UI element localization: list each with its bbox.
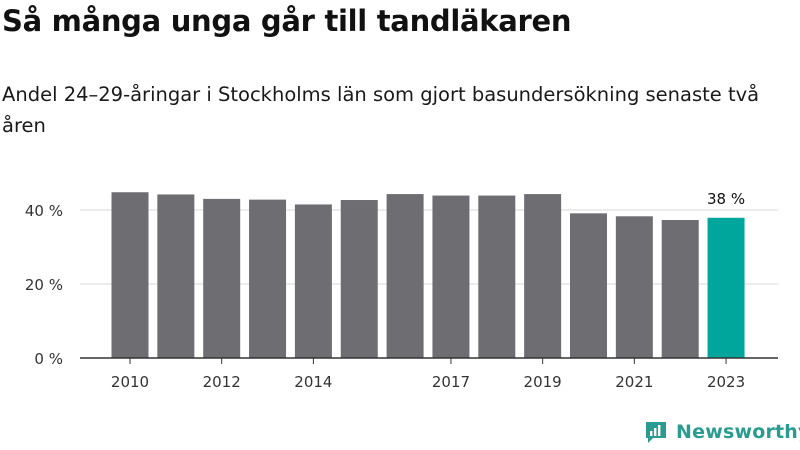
bar-2023 — [707, 217, 745, 358]
y-tick-label: 0 % — [34, 350, 63, 368]
bar-2011 — [157, 194, 195, 358]
x-axis-tick-labels: 2010 2012 2014 2017 2019 2021 2023 — [111, 358, 745, 391]
x-tick-label: 2012 — [203, 373, 241, 391]
x-tick-label: 2023 — [707, 373, 745, 391]
bar-2022 — [661, 219, 699, 358]
brand-logo: Newsworthy — [644, 420, 800, 444]
chart-subtitle: Andel 24–29-åringar i Stockholms län som… — [2, 83, 760, 137]
bars — [111, 192, 745, 358]
newsworthy-logo-icon — [646, 422, 666, 443]
annotations: 38 % — [707, 190, 745, 208]
x-tick-label: 2010 — [111, 373, 149, 391]
brand-name: Newsworthy — [676, 421, 800, 443]
x-tick-label: 2021 — [615, 373, 653, 391]
bar-2012 — [203, 198, 241, 358]
y-tick-label: 40 % — [25, 202, 63, 220]
gridlines — [80, 209, 778, 285]
bar-2018 — [478, 195, 516, 358]
data-label: 38 % — [707, 190, 745, 208]
bar-2019 — [524, 194, 562, 358]
x-tick-label: 2017 — [432, 373, 470, 391]
bar-2014 — [294, 204, 332, 358]
chart-title: Så många unga går till tandläkaren — [2, 4, 572, 38]
bar-2021 — [615, 216, 653, 358]
y-axis-tick-labels: 0 % 20 % 40 % — [25, 202, 63, 368]
bar-2013 — [249, 199, 287, 358]
bar-2016 — [386, 194, 424, 358]
bar-2017 — [432, 195, 470, 358]
x-tick-label: 2019 — [524, 373, 562, 391]
bar-2010 — [111, 192, 149, 358]
x-tick-label: 2014 — [294, 373, 332, 391]
bar-2020 — [570, 213, 607, 358]
y-tick-label: 20 % — [25, 276, 63, 294]
bar-2015 — [340, 200, 378, 358]
